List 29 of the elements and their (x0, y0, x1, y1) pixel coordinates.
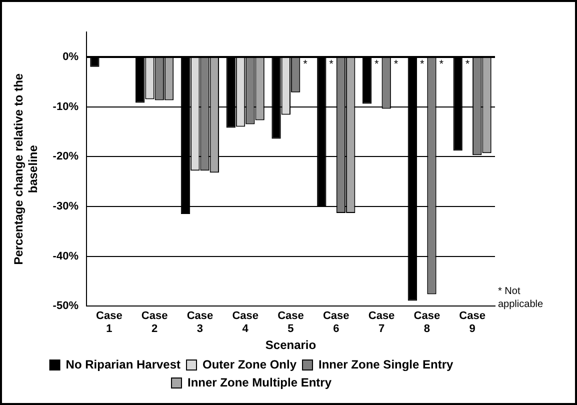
x-axis-title: Scenario (265, 338, 316, 352)
y-tick-label: -30% (52, 200, 79, 213)
x-tick-label: Case 2 (141, 310, 168, 336)
y-axis-title: Percentage change relative to the baseline (12, 73, 40, 265)
text: * (329, 58, 334, 70)
text: * (420, 58, 424, 70)
x-tick-label: Case 9 (459, 310, 486, 336)
x-tick-label: Case 5 (278, 310, 304, 336)
legend-label: Outer Zone Only (202, 357, 297, 372)
legend-label: No Riparian Harvest (66, 357, 181, 372)
text: * (394, 58, 398, 70)
text: * Not applicable (498, 285, 544, 311)
legend-label: Inner Zone Single Entry (318, 357, 454, 372)
text: * (465, 58, 470, 70)
y-tick-label: 0% (62, 50, 79, 63)
text: * (303, 58, 308, 70)
x-tick-label: Case 7 (368, 310, 395, 336)
x-tick-label: Case 1 (96, 310, 122, 336)
x-tick-label: Case 3 (186, 310, 214, 336)
y-tick-label: -20% (52, 150, 79, 163)
y-tick-label: -40% (52, 250, 79, 262)
legend-label: Inner Zone Multiple Entry (187, 375, 332, 390)
text: * (374, 58, 379, 70)
x-tick-label: Case 8 (414, 310, 440, 336)
y-tick-label: -10% (52, 100, 79, 113)
x-tick-label: Case 6 (322, 310, 350, 336)
y-tick-label: -50% (52, 300, 79, 312)
x-tick-label: Case 4 (232, 310, 258, 336)
text: * (439, 58, 444, 70)
